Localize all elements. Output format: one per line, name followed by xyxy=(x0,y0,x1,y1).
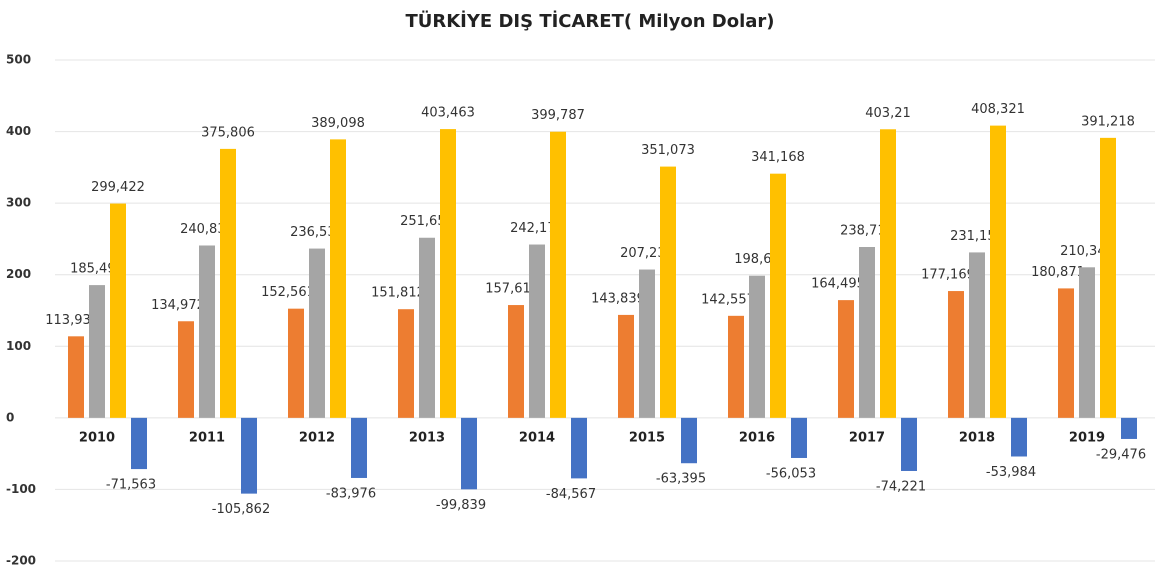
data-label: -105,862 xyxy=(212,502,270,517)
bar xyxy=(419,237,435,418)
bar xyxy=(461,417,477,490)
y-tick-label: 300 xyxy=(6,196,31,210)
data-label: 134,972 xyxy=(151,298,205,313)
data-label: 341,168 xyxy=(751,150,805,165)
data-label: 389,098 xyxy=(311,116,365,131)
bar xyxy=(791,417,807,458)
bar xyxy=(681,417,697,464)
data-label: 180,871 xyxy=(1031,265,1085,280)
bar xyxy=(749,275,765,418)
bar xyxy=(1079,267,1095,418)
bar xyxy=(241,417,257,494)
data-label: 375,806 xyxy=(201,125,255,140)
data-label: -84,567 xyxy=(546,487,596,502)
data-label: 408,321 xyxy=(971,102,1025,117)
bar xyxy=(351,417,367,478)
data-label: 399,787 xyxy=(531,108,585,123)
bar xyxy=(990,125,1006,418)
data-label: 198,61 xyxy=(734,252,780,267)
y-tick-label: -200 xyxy=(6,554,36,568)
x-tick-label: 2013 xyxy=(409,430,445,445)
bar xyxy=(1100,137,1116,418)
y-tick-label: -100 xyxy=(6,482,36,496)
x-tick-label: 2017 xyxy=(849,430,885,445)
data-label: 351,073 xyxy=(641,143,695,158)
bar xyxy=(288,308,304,418)
bar xyxy=(571,417,587,479)
bar xyxy=(398,309,414,418)
y-tick-label: 200 xyxy=(6,267,31,281)
data-label: -53,984 xyxy=(986,465,1036,480)
bar xyxy=(131,417,147,470)
bar xyxy=(330,139,346,418)
data-label: 177,169 xyxy=(921,268,975,283)
bar xyxy=(220,148,236,418)
bar xyxy=(770,173,786,418)
data-label: -29,476 xyxy=(1096,447,1146,462)
bar xyxy=(309,248,325,418)
data-label: 403,463 xyxy=(421,106,475,121)
data-label: -74,221 xyxy=(876,479,926,494)
data-label: 299,422 xyxy=(91,180,145,195)
data-label: -63,395 xyxy=(656,472,706,487)
data-label: -56,053 xyxy=(766,466,816,481)
bar xyxy=(1011,417,1027,457)
bar xyxy=(660,166,676,418)
bar xyxy=(508,305,524,418)
bar xyxy=(68,336,84,418)
bar xyxy=(550,131,566,418)
data-label: 143,839 xyxy=(591,291,645,306)
bar xyxy=(110,203,126,418)
y-tick-label: 400 xyxy=(6,124,31,138)
bar xyxy=(89,285,105,418)
bar xyxy=(178,321,194,418)
bar xyxy=(901,417,917,471)
bar xyxy=(969,252,985,418)
x-tick-label: 2010 xyxy=(79,430,115,445)
bar xyxy=(199,245,215,418)
bar xyxy=(639,269,655,418)
bar xyxy=(440,129,456,418)
y-tick-label: 100 xyxy=(6,339,31,353)
x-tick-label: 2015 xyxy=(629,430,665,445)
x-tick-label: 2011 xyxy=(189,430,225,445)
bar xyxy=(529,244,545,418)
y-tick-label: 500 xyxy=(6,53,31,67)
bar xyxy=(838,300,854,418)
data-label: 151,812 xyxy=(371,286,425,301)
data-label: -99,839 xyxy=(436,498,486,513)
data-label: 152,561 xyxy=(261,285,315,300)
data-label: -83,976 xyxy=(326,486,376,501)
data-label: 403,21 xyxy=(865,106,911,121)
data-label: 164,495 xyxy=(811,277,865,292)
x-tick-label: 2014 xyxy=(519,430,555,445)
chart-title: TÜRKİYE DIŞ TİCARET( Milyon Dolar) xyxy=(405,10,774,32)
x-tick-label: 2018 xyxy=(959,430,995,445)
bar xyxy=(1058,288,1074,418)
bar xyxy=(618,314,634,418)
x-tick-label: 2016 xyxy=(739,430,775,445)
bar xyxy=(948,291,964,418)
bar xyxy=(859,247,875,418)
data-label: 113,93 xyxy=(45,313,91,328)
data-label: -71,563 xyxy=(106,478,156,493)
bar xyxy=(1121,417,1137,439)
x-tick-label: 2019 xyxy=(1069,430,1105,445)
y-tick-label: 0 xyxy=(6,410,14,424)
data-label: 391,218 xyxy=(1081,114,1135,129)
data-label: 157,61 xyxy=(485,282,531,297)
data-label: 142,557 xyxy=(701,292,755,307)
bar xyxy=(728,315,744,418)
bar xyxy=(880,129,896,418)
x-tick-label: 2012 xyxy=(299,430,335,445)
